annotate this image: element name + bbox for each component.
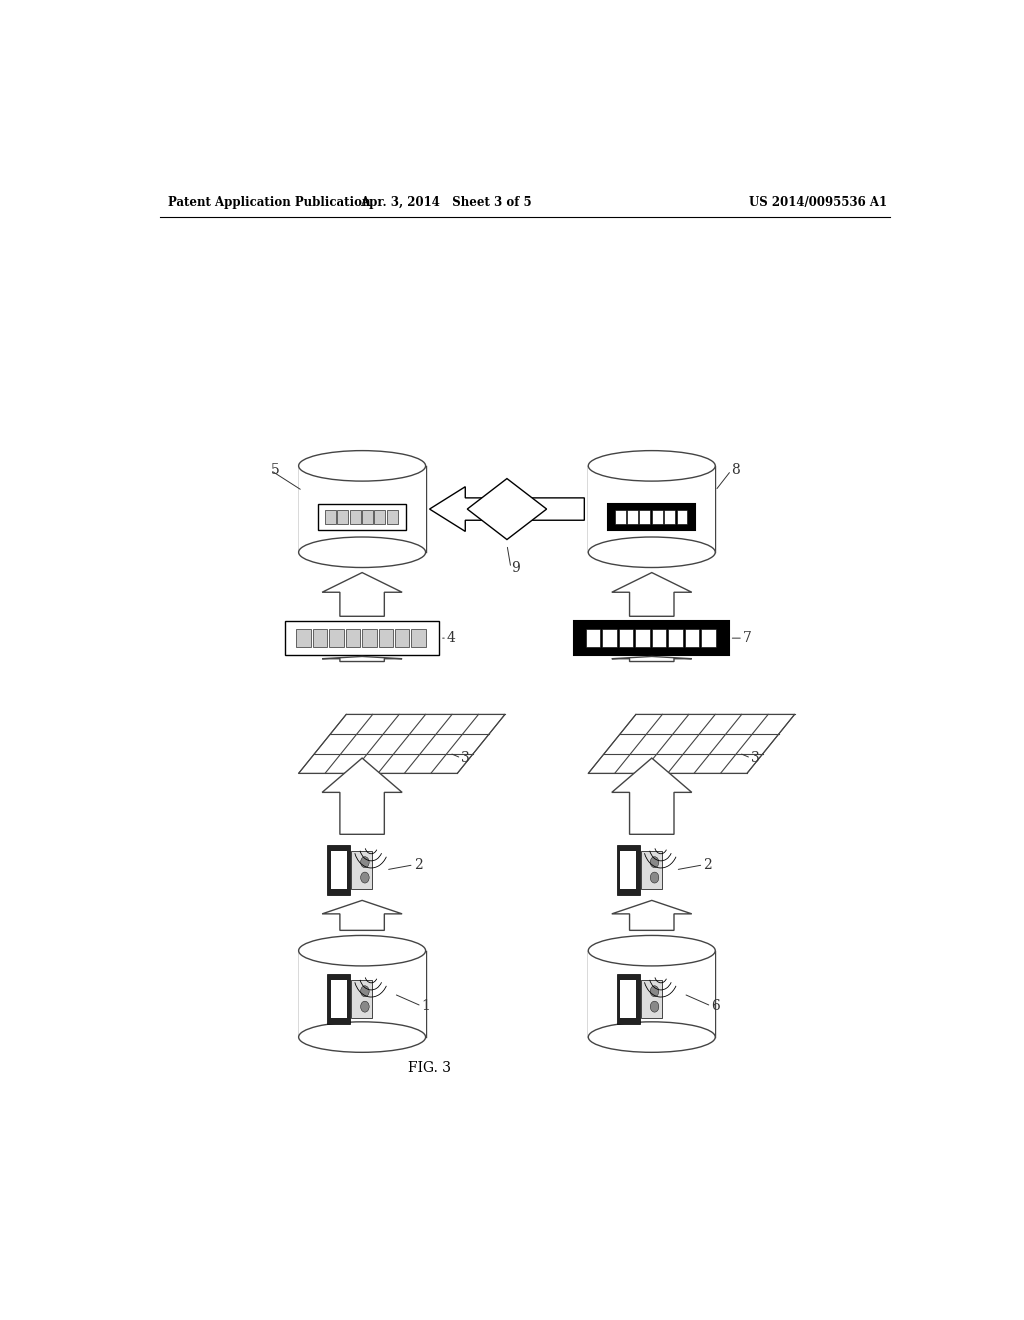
Circle shape [650,986,658,997]
Bar [299,466,426,552]
Text: 5: 5 [270,463,280,478]
Bar [641,850,663,890]
Bar [328,974,350,1024]
Ellipse shape [299,1022,426,1052]
Bar [614,510,626,524]
Polygon shape [611,758,692,834]
Bar [652,628,667,647]
Bar [641,979,663,1018]
Text: 7: 7 [743,631,752,645]
Polygon shape [611,573,692,616]
Text: FIG. 3: FIG. 3 [409,1061,451,1074]
Circle shape [360,857,370,867]
Circle shape [650,857,658,867]
Bar [312,628,328,647]
Bar [669,628,683,647]
Bar [621,1006,637,1018]
Circle shape [360,873,370,883]
Polygon shape [430,487,585,532]
Text: 2: 2 [703,858,712,871]
Bar [602,628,616,647]
Bar [621,863,637,876]
Polygon shape [299,714,505,774]
Bar [639,510,650,524]
Bar [652,510,663,524]
Bar [617,974,640,1024]
Bar [331,993,347,1006]
Polygon shape [323,758,402,834]
Bar [621,993,637,1006]
Bar [617,845,640,895]
Bar [586,628,600,647]
Circle shape [650,1001,658,1012]
Ellipse shape [299,936,426,966]
Bar [337,510,348,524]
Text: Patent Application Publication: Patent Application Publication [168,195,371,209]
Bar [331,1006,347,1018]
Bar [701,628,716,647]
Bar [588,466,715,552]
Bar [618,628,634,647]
Ellipse shape [299,537,426,568]
Text: 3: 3 [461,751,470,766]
Bar [635,628,650,647]
Bar [685,628,699,647]
Polygon shape [611,900,692,931]
Bar [351,850,373,890]
Text: 1: 1 [422,999,430,1012]
Polygon shape [323,656,402,661]
Bar [330,628,344,647]
Text: Apr. 3, 2014   Sheet 3 of 5: Apr. 3, 2014 Sheet 3 of 5 [359,195,531,209]
Circle shape [650,873,658,883]
Bar [627,510,638,524]
Bar [608,504,695,531]
Ellipse shape [588,537,716,568]
Polygon shape [323,573,402,616]
Bar [375,510,385,524]
Bar [387,510,397,524]
Bar [379,628,393,647]
Ellipse shape [588,450,716,480]
Ellipse shape [588,936,716,966]
Text: 6: 6 [712,999,720,1012]
Ellipse shape [299,450,426,480]
Bar [395,628,410,647]
Bar [296,628,311,647]
Bar [677,510,687,524]
Circle shape [360,986,370,997]
Polygon shape [323,900,402,931]
Bar [412,628,426,647]
Circle shape [360,1001,370,1012]
Bar [331,851,347,863]
Bar [621,979,637,993]
Bar [328,845,350,895]
Bar [331,876,347,888]
Bar [285,622,439,655]
Text: 9: 9 [511,561,519,576]
Bar [299,950,426,1038]
Bar [346,628,360,647]
Polygon shape [611,656,692,661]
Bar [665,510,675,524]
Bar [588,950,715,1038]
Text: 8: 8 [731,463,740,478]
Bar [325,510,336,524]
Bar [362,510,373,524]
Bar [331,863,347,876]
Bar [362,628,377,647]
Text: US 2014/0095536 A1: US 2014/0095536 A1 [750,195,888,209]
Text: 3: 3 [751,751,760,766]
Bar [621,876,637,888]
Bar [621,851,637,863]
Bar [318,504,406,531]
Polygon shape [588,714,795,774]
Bar [574,622,729,655]
Bar [351,979,373,1018]
Bar [350,510,360,524]
Text: 2: 2 [414,858,423,871]
Ellipse shape [588,1022,716,1052]
Polygon shape [467,479,547,540]
Text: 4: 4 [447,631,456,645]
Bar [331,979,347,993]
